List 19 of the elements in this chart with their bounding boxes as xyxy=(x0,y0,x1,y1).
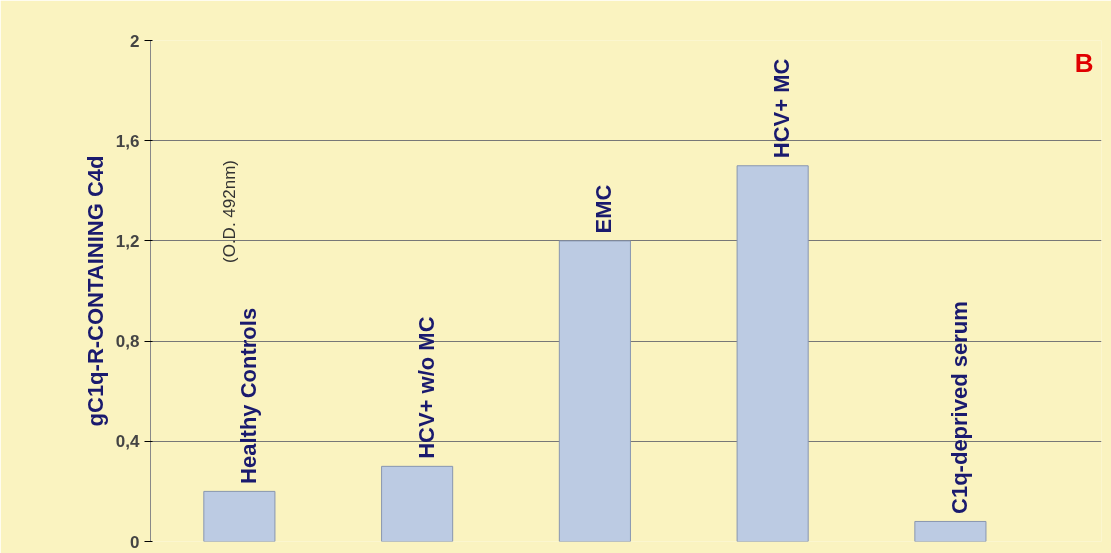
y-tick-label: 0 xyxy=(130,532,140,552)
y-axis-title: gC1q-R-CONTAINING C4d xyxy=(82,155,108,427)
bar xyxy=(381,465,454,542)
x-tick-label: C1q-deprived serum xyxy=(946,301,972,514)
y-tick-label: 1,2 xyxy=(115,231,140,251)
y-tick-label: 1,6 xyxy=(115,131,140,151)
bar xyxy=(203,490,276,542)
bar xyxy=(558,240,631,542)
x-tick-label: HCV+ w/o MC xyxy=(413,316,439,459)
y-tick-label: 2 xyxy=(130,31,140,51)
annotation: (O.D. 492nm) xyxy=(219,160,239,263)
bar xyxy=(914,520,987,542)
x-tick-label: EMC xyxy=(591,184,617,234)
x-tick-label: Healthy Controls xyxy=(235,307,261,484)
y-tick-label: 0,8 xyxy=(115,332,140,352)
y-tick-label: 0,4 xyxy=(115,432,141,452)
x-tick-label: HCV+ MC xyxy=(769,58,795,159)
bar xyxy=(736,165,809,542)
annotation: B xyxy=(1074,48,1094,79)
